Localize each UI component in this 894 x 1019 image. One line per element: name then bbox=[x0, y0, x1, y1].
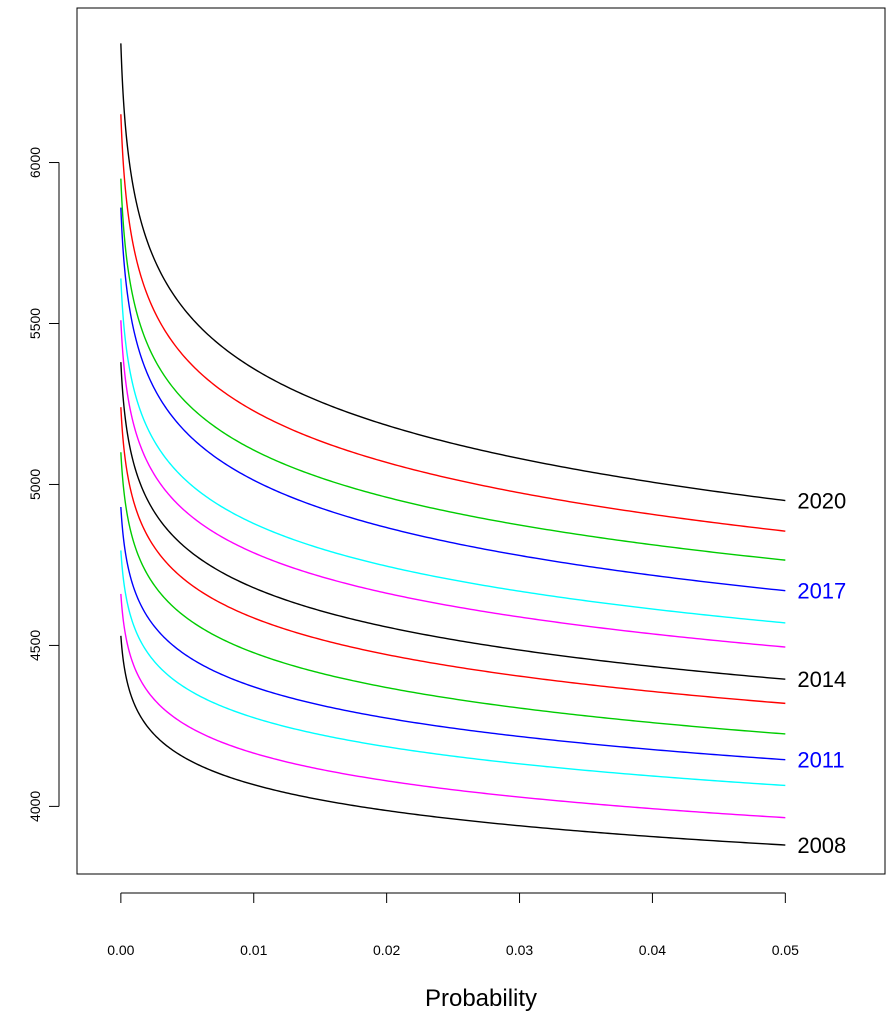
series-label-2008: 2008 bbox=[797, 833, 846, 858]
series-line-2019 bbox=[120, 114, 786, 532]
series-label-2011: 2011 bbox=[797, 748, 844, 773]
x-tick-label-0.01: 0.01 bbox=[240, 942, 267, 958]
series-line-2020 bbox=[120, 43, 786, 502]
series-line-2009 bbox=[120, 593, 786, 819]
x-tick-label-0.03: 0.03 bbox=[506, 942, 533, 958]
series-line-2008 bbox=[120, 635, 786, 846]
y-tick-label-4000: 4000 bbox=[27, 791, 43, 822]
y-tick-label-6000: 6000 bbox=[27, 147, 43, 178]
series-label-2014: 2014 bbox=[797, 667, 846, 692]
plot-frame bbox=[76, 7, 886, 875]
x-axis-title: Probability bbox=[425, 985, 537, 1012]
y-tick-label-5000: 5000 bbox=[27, 469, 43, 500]
series-label-2017: 2017 bbox=[797, 579, 846, 604]
series-line-2012 bbox=[120, 452, 786, 735]
y-axis: 4000 4500 5000 5500 6000 bbox=[27, 147, 60, 822]
y-tick-label-4500: 4500 bbox=[27, 630, 43, 661]
series-line-2017 bbox=[120, 207, 786, 592]
x-tick-label-0.02: 0.02 bbox=[373, 942, 400, 958]
x-axis: 0.00 0.01 0.02 0.03 0.04 0.05 bbox=[107, 892, 799, 958]
series-line-2015 bbox=[120, 320, 786, 648]
series-labels: 2020 2017 2014 2011 2008 bbox=[797, 489, 846, 858]
x-tick-label-0.04: 0.04 bbox=[639, 942, 666, 958]
series-line-2013 bbox=[120, 407, 786, 705]
series-label-2020: 2020 bbox=[797, 489, 846, 514]
series-line-2011 bbox=[120, 506, 786, 761]
series-line-2016 bbox=[120, 278, 786, 624]
x-tick-label-0.05: 0.05 bbox=[772, 942, 799, 958]
series-line-2010 bbox=[120, 550, 786, 787]
series-line-2014 bbox=[120, 362, 786, 680]
x-tick-label-0.00: 0.00 bbox=[107, 942, 134, 958]
series-line-2018 bbox=[120, 178, 786, 561]
series-layer bbox=[120, 43, 786, 846]
y-tick-label-5500: 5500 bbox=[27, 308, 43, 339]
